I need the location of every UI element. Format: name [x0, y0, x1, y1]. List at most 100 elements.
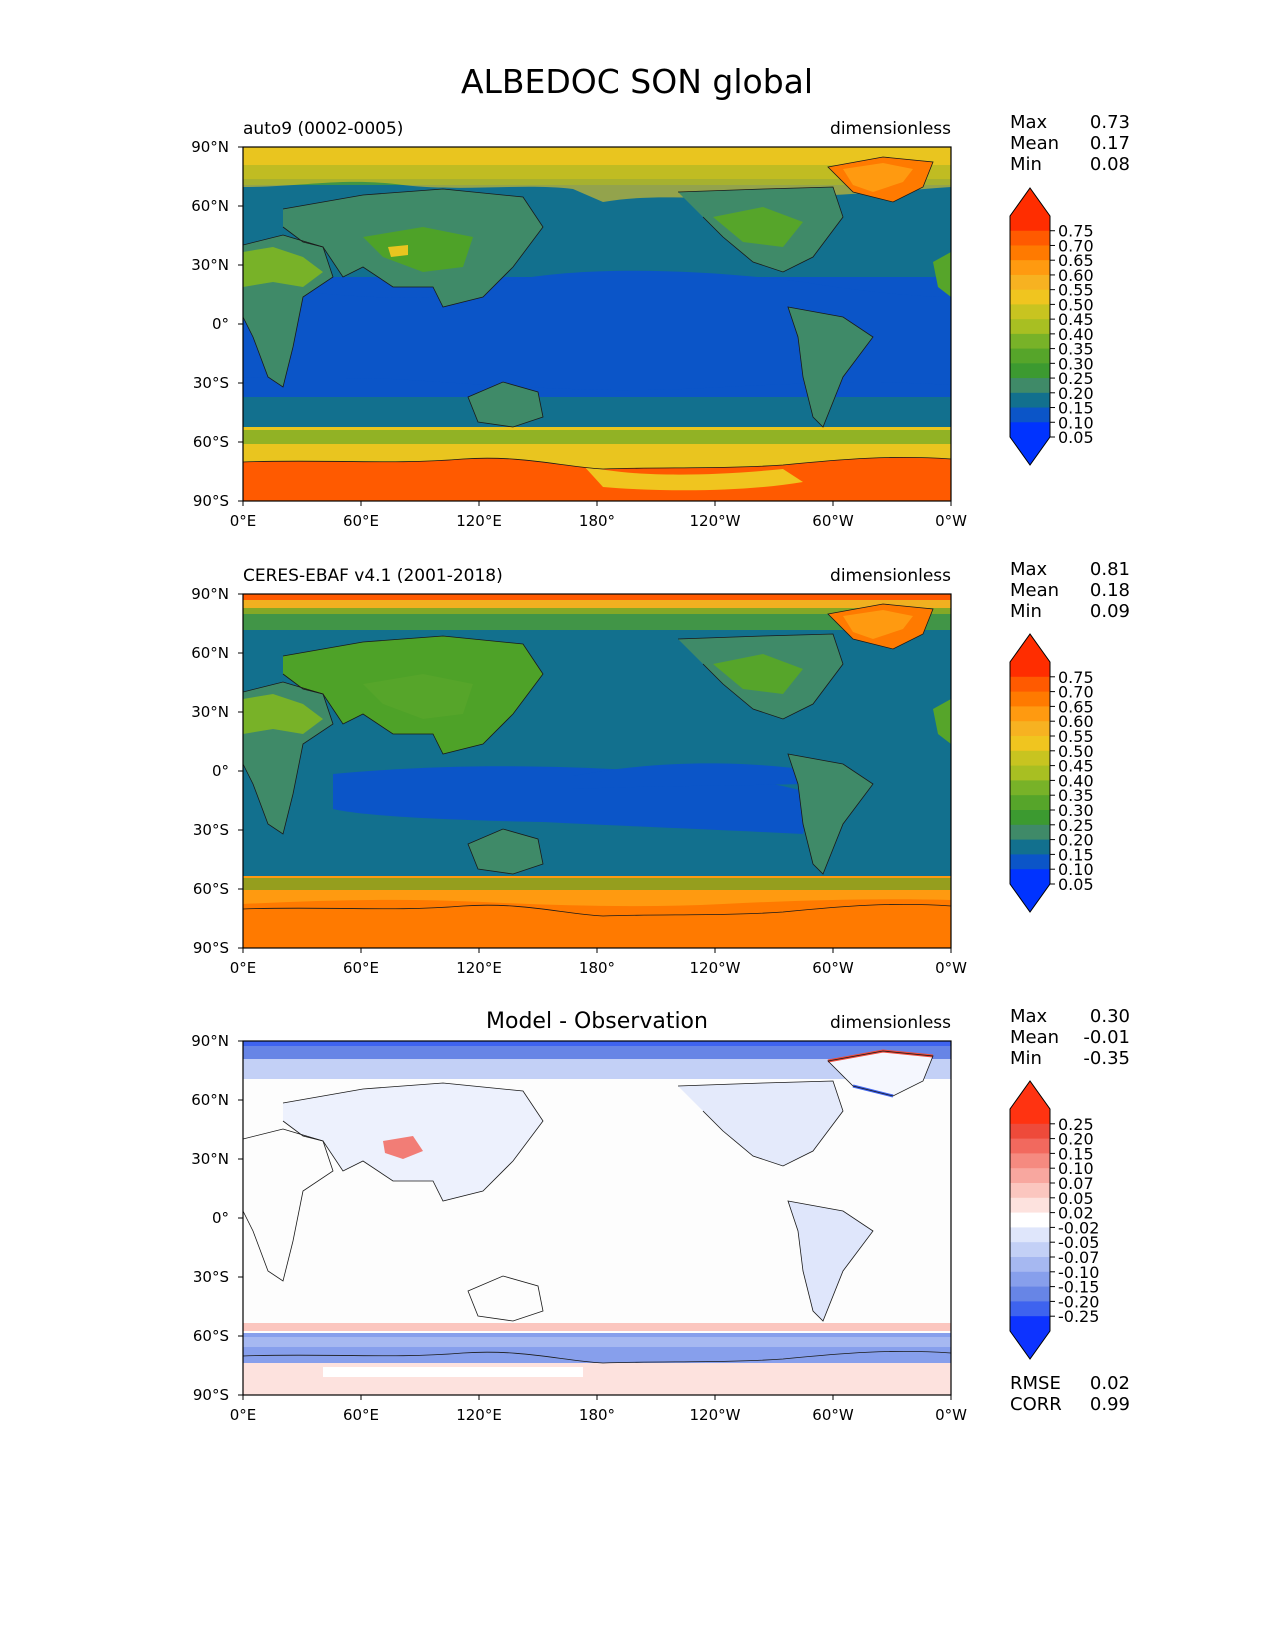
colorbar-bottom-extension: [1010, 1331, 1050, 1359]
stat-value: 0.30: [1090, 1006, 1130, 1027]
x-tick-label: 120°E: [456, 512, 502, 530]
stat-label: Max: [1010, 1006, 1048, 1027]
colorbar-tick-label: 0.25: [1058, 816, 1094, 835]
x-tick-label: 180°: [579, 1406, 615, 1424]
stat-label: Min: [1010, 601, 1042, 622]
y-tick-label: 30°N: [191, 703, 229, 721]
stat-label: Mean: [1010, 1027, 1059, 1048]
panel-model-title: auto9 (0002-0005): [243, 119, 403, 139]
colorbar-swatch: [1010, 1212, 1050, 1228]
colorbar-tick-label: -0.20: [1058, 1292, 1099, 1311]
colorbar-swatch: [1010, 1168, 1050, 1184]
colorbar-tick-label: 0.15: [1058, 845, 1094, 864]
panel-observation: CERES-EBAF v4.1 (2001-2018) dimensionles…: [191, 566, 967, 977]
colorbar-swatch: [1010, 216, 1050, 232]
y-tick-label: 30°S: [193, 1268, 229, 1286]
colorbar-tick-label: 0.70: [1058, 236, 1094, 255]
colorbar-swatch: [1010, 245, 1050, 261]
colorbar-tick-label: 0.05: [1058, 428, 1094, 447]
colorbar-tick-label: 0.65: [1058, 251, 1094, 270]
colorbar-observation: 0.750.700.650.600.550.500.450.400.350.30…: [1009, 633, 1094, 913]
colorbar-tick-label: 0.40: [1058, 771, 1094, 790]
stat-value: 0.99: [1090, 1394, 1130, 1415]
y-tick-label: 90°N: [191, 138, 229, 156]
stat-label: RMSE: [1010, 1373, 1061, 1394]
colorbar-tick-label: 0.55: [1058, 281, 1094, 300]
panel-difference-title: Model - Observation: [486, 1009, 708, 1034]
colorbar-tick-label: 0.20: [1058, 831, 1094, 850]
colorbar-swatch: [1010, 824, 1050, 841]
colorbar-swatch: [1010, 304, 1050, 320]
x-tick-label: 0°E: [230, 512, 257, 530]
colorbar-swatch: [1010, 319, 1050, 335]
colorbar-swatch: [1010, 854, 1050, 870]
x-tick-label: 60°E: [343, 1406, 379, 1424]
colorbar-swatch: [1010, 810, 1050, 826]
x-tick-label: 120°E: [456, 959, 502, 977]
x-tick-label: 60°E: [343, 959, 379, 977]
colorbar-swatch: [1010, 274, 1050, 291]
colorbar-swatch: [1010, 662, 1050, 678]
y-tick-label: 90°S: [193, 939, 229, 957]
colorbar-swatch: [1010, 333, 1050, 350]
colorbar-tick-label: 0.10: [1058, 860, 1094, 879]
colorbar-tick-label: -0.07: [1058, 1248, 1099, 1267]
stat-value: 0.17: [1090, 133, 1130, 154]
x-tick-label: 60°E: [343, 512, 379, 530]
colorbar-swatch: [1010, 1227, 1050, 1243]
panel-model-axes: 0°E 60°E 120°E 180° 120°W 60°W 0°W 90°N 60°N 30°N…: [191, 138, 967, 530]
colorbar-tick-label: 0.20: [1058, 384, 1094, 403]
colorbar-swatch: [1010, 1153, 1050, 1169]
colorbar-tick-label: 0.40: [1058, 325, 1094, 344]
colorbar-tick-label: -0.02: [1058, 1218, 1099, 1237]
colorbar-difference: 0.250.200.150.100.070.050.02-0.02-0.05-0…: [1009, 1080, 1099, 1360]
colorbar-tick-label: 0.15: [1058, 399, 1094, 418]
x-tick-label: 120°E: [456, 1406, 502, 1424]
stat-label: Mean: [1010, 580, 1059, 601]
colorbar-outline: [1009, 1080, 1051, 1360]
y-tick-label: 60°S: [193, 880, 229, 898]
colorbar-tick-label: 0.45: [1058, 757, 1094, 776]
panel-model: auto9 (0002-0005) dimensionless: [191, 119, 967, 530]
stats-skill: RMSE 0.02 CORR 0.99: [1010, 1373, 1130, 1415]
colorbar-swatch: [1010, 289, 1050, 305]
colorbar-tick-label: -0.05: [1058, 1233, 1099, 1252]
y-tick-label: 0°: [212, 315, 229, 333]
colorbar-tick-label: 0.60: [1058, 266, 1094, 285]
y-tick-label: 90°N: [191, 585, 229, 603]
colorbar-swatch: [1010, 378, 1050, 394]
stat-value: 0.81: [1090, 559, 1130, 580]
y-tick-label: 30°N: [191, 1150, 229, 1168]
stat-value: 0.08: [1090, 154, 1130, 175]
y-tick-label: 60°N: [191, 644, 229, 662]
colorbar-tick-label: 0.55: [1058, 727, 1094, 746]
x-tick-label: 0°E: [230, 959, 257, 977]
colorbar-swatch: [1010, 348, 1050, 364]
stat-label: Max: [1010, 112, 1048, 133]
colorbar-swatch: [1010, 1316, 1050, 1332]
colorbar-swatch: [1010, 706, 1050, 722]
colorbar-tick-label: 0.25: [1058, 369, 1094, 388]
x-tick-label: 0°W: [935, 512, 967, 530]
y-tick-label: 30°S: [193, 821, 229, 839]
stat-label: Max: [1010, 559, 1048, 580]
colorbar-tick-label: 0.35: [1058, 340, 1094, 359]
colorbar-swatch: [1010, 1257, 1050, 1273]
stat-value: 0.18: [1090, 580, 1130, 601]
coastlines: [243, 1050, 951, 1364]
colorbar-tick-label: -0.15: [1058, 1278, 1099, 1297]
stat-value: -0.01: [1083, 1027, 1130, 1048]
colorbar-swatch: [1010, 1271, 1050, 1288]
x-tick-label: 120°W: [690, 1406, 741, 1424]
figure-title: ALBEDOC SON global: [461, 62, 813, 101]
panel-model-units: dimensionless: [830, 119, 951, 139]
x-tick-label: 0°E: [230, 1406, 257, 1424]
panel-difference: Model - Observation dimensionless: [191, 1009, 967, 1424]
colorbar-tick-label: 0.30: [1058, 354, 1094, 373]
x-tick-label: 120°W: [690, 959, 741, 977]
stat-value: -0.35: [1083, 1048, 1130, 1069]
colorbar-swatch: [1010, 1123, 1050, 1140]
colorbar-swatch: [1010, 1301, 1050, 1317]
colorbar-top-extension: [1010, 188, 1050, 216]
stat-value: 0.09: [1090, 601, 1130, 622]
